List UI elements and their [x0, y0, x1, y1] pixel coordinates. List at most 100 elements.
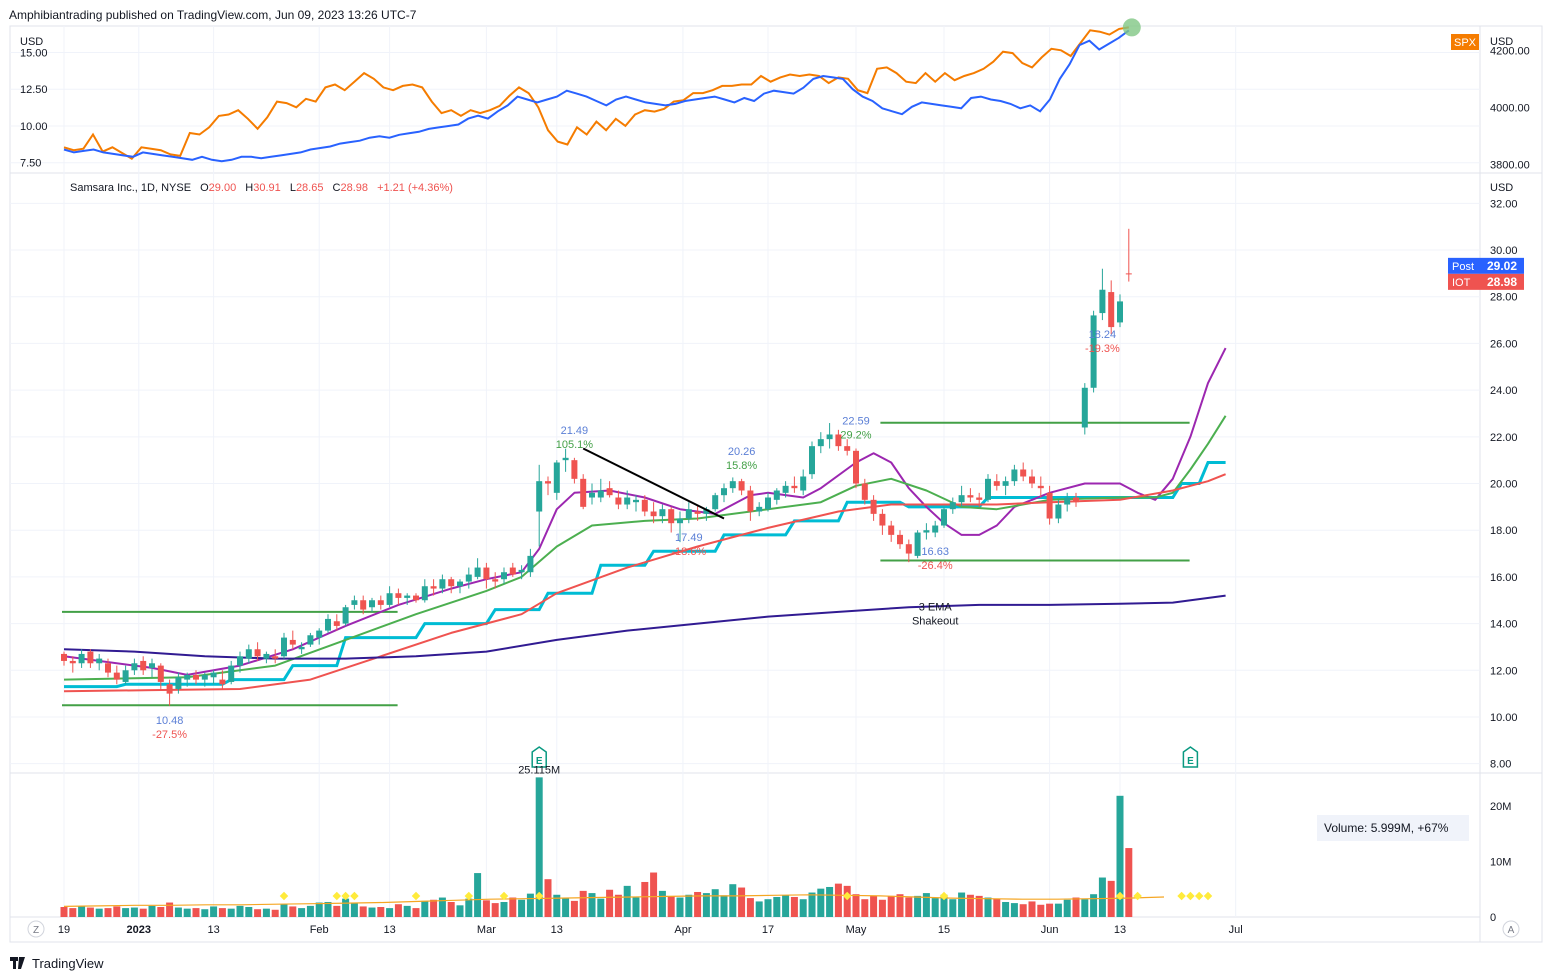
- volume-bar-81: [773, 896, 781, 917]
- candle-body-77: [738, 481, 745, 491]
- candle-body-113: [1055, 504, 1062, 519]
- price-label-value-0: 29.02: [1487, 259, 1517, 273]
- candle-body-111: [1037, 485, 1044, 489]
- candle-body-49: [492, 579, 499, 582]
- candle-body-80: [765, 497, 771, 510]
- compare-left-tick-0: 15.00: [20, 47, 48, 59]
- volume-bar-92: [870, 895, 878, 917]
- candle-body-34: [360, 600, 367, 610]
- volume-bar-28: [306, 905, 314, 917]
- candle-body-46: [465, 574, 472, 582]
- candle-body-76: [729, 481, 736, 489]
- candle-body-83: [791, 485, 798, 489]
- price-label-name-0: Post: [1452, 261, 1474, 273]
- time-axis-ticks: 19 2023 13 Feb 13 Mar 13 Apr 17 May 15 Jun 13 Jul: [58, 924, 1243, 936]
- volume-dot-10: [1115, 891, 1125, 901]
- candle-body-23: [263, 653, 270, 659]
- candle-body-44: [448, 579, 455, 587]
- candle-body-16: [201, 674, 208, 680]
- candle-body-53: [527, 555, 534, 573]
- volume-bar-77: [738, 887, 746, 917]
- volume-bar-121: [1125, 848, 1133, 917]
- price-axis-unit: USD: [1490, 182, 1513, 194]
- volume-dot-0: [279, 891, 289, 901]
- candle-body-41: [421, 586, 428, 601]
- candle-body-73: [703, 509, 710, 514]
- volume-tick-0: 20M: [1490, 801, 1511, 813]
- svg-text:Samsara Inc., 1D, NYSE O: Samsara Inc., 1D, NYSE O29.00 H30.91 L28…: [70, 182, 453, 194]
- candle-body-48: [483, 567, 490, 580]
- candle-body-72: [694, 511, 701, 514]
- volume-bar-80: [764, 899, 772, 917]
- swing-value-4: 22.59: [842, 415, 870, 427]
- candle-body-82: [782, 485, 789, 493]
- candle-body-47: [474, 567, 481, 577]
- auto-scale-icon[interactable]: [1502, 920, 1520, 938]
- candle-body-64: [624, 497, 631, 505]
- time-tick-10: 15: [938, 924, 950, 936]
- volume-bars: [60, 777, 1133, 917]
- candle-body-84: [800, 476, 807, 491]
- trendline[interactable]: [582, 447, 725, 520]
- candle-body-12: [166, 684, 173, 694]
- legend-open: 29.00: [209, 182, 237, 194]
- legend-change: +1.21 (+4.36%): [377, 182, 453, 194]
- candle-body-37: [386, 593, 393, 605]
- candle-body-115: [1073, 497, 1079, 503]
- volume-bar-68: [658, 890, 666, 917]
- volume-bar-83: [790, 896, 798, 917]
- compare-line-spx: [63, 26, 1129, 160]
- volume-bar-90: [852, 894, 860, 917]
- volume-bar-110: [1028, 901, 1036, 917]
- candle-body-91: [861, 483, 868, 500]
- price-tick-5: 22.00: [1490, 432, 1518, 444]
- candle-body-99: [932, 525, 939, 533]
- candle-body-59: [580, 478, 587, 507]
- volume-bar-30: [324, 901, 332, 917]
- candle-body-119: [1108, 292, 1115, 328]
- volume-bar-32: [342, 898, 350, 917]
- candle-body-100: [941, 509, 947, 526]
- volume-bar-23: [262, 908, 270, 917]
- candle-body-9: [140, 660, 147, 671]
- swing-pct-3: 15.8%: [726, 460, 757, 472]
- candle-body-27: [298, 646, 305, 650]
- volume-bar-87: [826, 886, 834, 917]
- candle-body-112: [1046, 492, 1053, 519]
- candle-body-5: [105, 663, 111, 673]
- volume-bar-42: [430, 899, 438, 917]
- price-tick-7: 18.00: [1490, 525, 1518, 537]
- volume-dot-3: [350, 891, 359, 901]
- volume-dot-4: [411, 891, 421, 901]
- volume-bar-41: [421, 900, 429, 917]
- volume-bar-22: [254, 909, 262, 917]
- volume-bar-73: [702, 893, 710, 917]
- volume-bar-51: [509, 897, 517, 917]
- volume-bar-53: [526, 893, 534, 917]
- candle-body-88: [835, 434, 842, 447]
- compare-right-axis-unit: USD: [1490, 36, 1513, 48]
- candle-body-20: [237, 656, 243, 666]
- candle-body-55: [545, 481, 551, 484]
- compare-left-axis-unit: USD: [20, 36, 43, 48]
- volume-bar-114: [1063, 899, 1071, 917]
- volume-bar-2: [78, 906, 86, 917]
- volume-bar-70: [676, 897, 684, 917]
- candle-body-1: [69, 660, 76, 664]
- candle-body-10: [149, 663, 155, 668]
- legend-high-label: H: [245, 182, 253, 194]
- candle-body-11: [157, 665, 164, 682]
- candle-body-69: [668, 509, 675, 524]
- volume-bar-5: [104, 908, 112, 917]
- zoom-icon[interactable]: [27, 920, 45, 938]
- candles: [61, 228, 1132, 706]
- volume-dot-14: [1194, 891, 1204, 901]
- volume-bar-86: [817, 888, 825, 917]
- volume-bar-59: [579, 890, 587, 917]
- volume-bar-38: [394, 904, 402, 917]
- swing-pct-6: -19.3%: [1085, 343, 1120, 355]
- earnings-label-1: E: [1187, 756, 1194, 767]
- candle-body-29: [316, 630, 323, 638]
- stop-line-path: [64, 461, 1226, 689]
